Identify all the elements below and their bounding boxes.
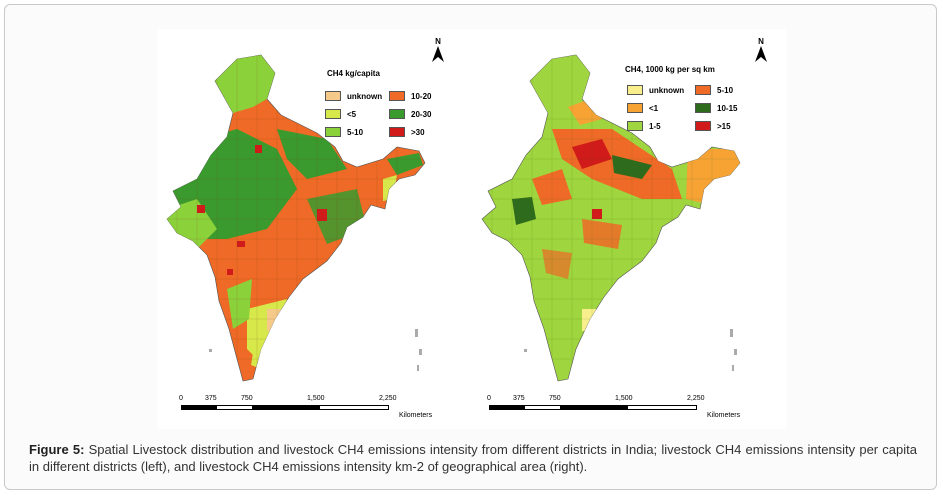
legend-right-10-15-swatch (695, 103, 711, 113)
scale-left-unit: Kilometers (399, 412, 433, 419)
map-left-north-arrow: N (430, 37, 446, 64)
map-right-scale-bar: 0 375 750 1,500 2,250 Kilometers (487, 395, 747, 425)
map-right-legend-title: CH4, 1000 kg per sq km (625, 65, 715, 74)
legend-left-unknown-label: unknown (347, 91, 383, 101)
scale-left-tick-750: 750 (241, 395, 253, 402)
legend-left-gt30: >30 (389, 127, 425, 137)
scale-right-tick-2250: 2,250 (687, 395, 705, 402)
scale-right-tick-1500: 1,500 (615, 395, 633, 402)
legend-left-5-10-label: 5-10 (347, 127, 364, 137)
scale-left-tick-0: 0 (179, 395, 183, 402)
figure-caption-text: Spatial Livestock distribution and lives… (29, 442, 917, 474)
legend-right-unknown: unknown (627, 85, 684, 95)
legend-right-1-5-label: 1-5 (649, 121, 661, 131)
figure-caption: Figure 5: Spatial Livestock distribution… (29, 441, 917, 475)
legend-left-5-10-swatch (325, 127, 341, 137)
figure-caption-label: Figure 5: (29, 442, 85, 457)
legend-left-20-30-swatch (389, 109, 405, 119)
map-left-svg (166, 54, 426, 382)
legend-right-10-15: 10-15 (695, 103, 737, 113)
legend-left-unknown: unknown (325, 91, 382, 101)
figure-frame: CH4 kg/capita unknown <5 5-10 10-20 20-3… (4, 4, 937, 490)
legend-left-lt5-swatch (325, 109, 341, 119)
legend-left-5-10: 5-10 (325, 127, 363, 137)
scale-right-bar (489, 405, 697, 410)
legend-right-gt15-swatch (695, 121, 711, 131)
legend-right-unknown-swatch (627, 85, 643, 95)
legend-left-20-30-label: 20-30 (411, 109, 432, 119)
legend-right-lt1-swatch (627, 103, 643, 113)
legend-right-5-10: 5-10 (695, 85, 733, 95)
scale-right-tick-0: 0 (487, 395, 491, 402)
legend-left-10-20-swatch (389, 91, 405, 101)
map-right-svg (481, 54, 741, 382)
legend-left-unknown-swatch (325, 91, 341, 101)
legend-right-1-5: 1-5 (627, 121, 661, 131)
scale-left-bar (181, 405, 389, 410)
legend-left-gt30-label: >30 (411, 127, 425, 137)
legend-left-lt5-label: <5 (347, 109, 357, 119)
legend-left-20-30: 20-30 (389, 109, 431, 119)
legend-right-gt15-label: >15 (717, 121, 731, 131)
map-left-north-label: N (435, 37, 441, 46)
legend-right-unknown-label: unknown (649, 85, 685, 95)
legend-left-10-20: 10-20 (389, 91, 431, 101)
legend-left-lt5: <5 (325, 109, 356, 119)
scale-left-tick-2250: 2,250 (379, 395, 397, 402)
legend-right-gt15: >15 (695, 121, 731, 131)
scale-right-unit: Kilometers (707, 412, 741, 419)
legend-right-5-10-label: 5-10 (717, 85, 734, 95)
legend-left-10-20-label: 10-20 (411, 91, 432, 101)
figure-image: CH4 kg/capita unknown <5 5-10 10-20 20-3… (157, 29, 787, 429)
scale-left-tick-375: 375 (205, 395, 217, 402)
scale-right-tick-750: 750 (549, 395, 561, 402)
scale-right-tick-375: 375 (513, 395, 525, 402)
map-left-scale-bar: 0 375 750 1,500 2,250 Kilometers (179, 395, 439, 425)
scale-left-tick-1500: 1,500 (307, 395, 325, 402)
map-right-north-arrow: N (753, 37, 769, 64)
map-left-legend-title: CH4 kg/capita (327, 69, 380, 78)
legend-right-1-5-swatch (627, 121, 643, 131)
legend-left-gt30-swatch (389, 127, 405, 137)
legend-right-lt1-label: <1 (649, 103, 659, 113)
map-right-north-label: N (758, 37, 764, 46)
north-arrow-icon (755, 46, 767, 62)
map-right-country (481, 54, 741, 382)
legend-right-5-10-swatch (695, 85, 711, 95)
legend-right-10-15-label: 10-15 (717, 103, 738, 113)
legend-right-lt1: <1 (627, 103, 658, 113)
north-arrow-icon (432, 46, 444, 62)
